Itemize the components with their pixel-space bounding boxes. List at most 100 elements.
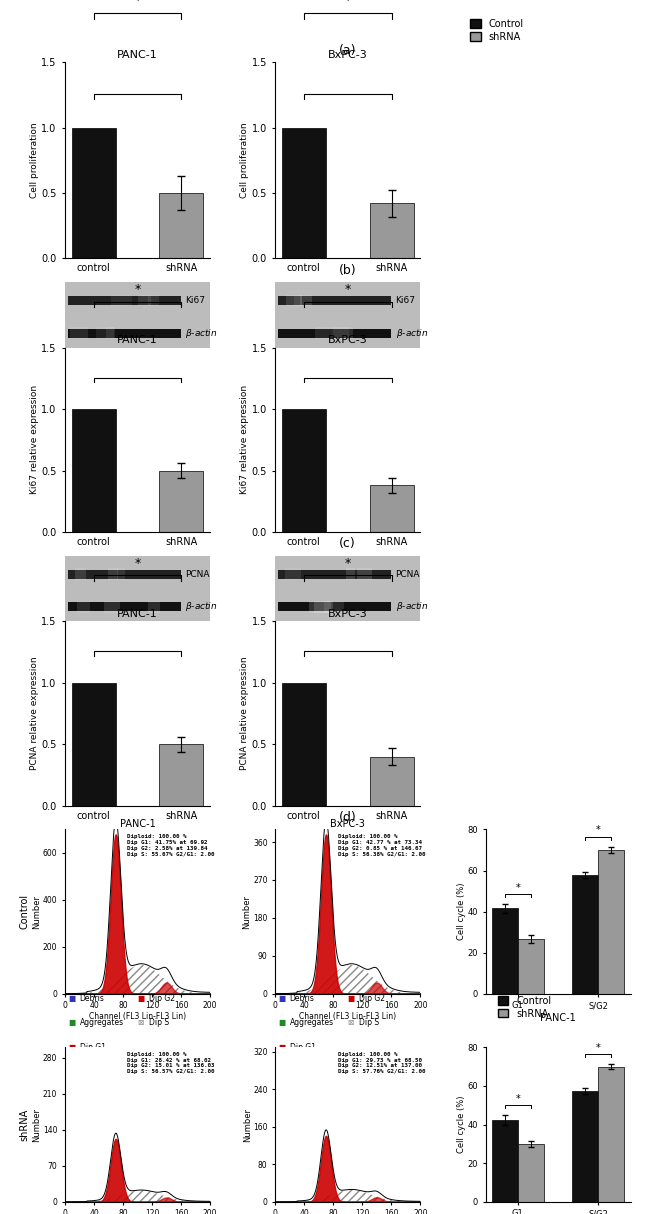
Title: PANC-1: PANC-1 — [117, 609, 158, 619]
Title: PANC-1: PANC-1 — [117, 335, 158, 346]
Bar — [278, 329, 391, 337]
Text: ■: ■ — [278, 993, 285, 1003]
Text: Ki67: Ki67 — [396, 296, 415, 305]
Text: ■: ■ — [278, 1017, 285, 1027]
Bar — [278, 569, 391, 579]
Bar — [68, 296, 181, 305]
Text: (d): (d) — [339, 811, 357, 824]
Text: ⊠: ⊠ — [348, 1017, 354, 1027]
Text: Diploid: 100.00 %
Dip G1: 28.42 % at 68.02
Dip G2: 15.01 % at 136.03
Dip S: 56.5: Diploid: 100.00 % Dip G1: 28.42 % at 68.… — [127, 1051, 215, 1074]
Text: ■: ■ — [348, 993, 355, 1003]
Text: $\beta$-actin: $\beta$-actin — [185, 601, 218, 613]
Legend: Control, shRNA: Control, shRNA — [470, 19, 524, 42]
Text: PCNA: PCNA — [396, 569, 420, 579]
Title: BxPC-3: BxPC-3 — [328, 609, 368, 619]
Bar — [68, 569, 181, 579]
X-axis label: PANC-1: PANC-1 — [540, 1012, 576, 1023]
Bar — [518, 1144, 543, 1202]
Bar — [518, 940, 543, 993]
Bar — [315, 328, 332, 339]
Text: ■: ■ — [278, 1043, 285, 1051]
Text: *: * — [344, 283, 351, 296]
Bar — [278, 296, 391, 305]
Text: *: * — [344, 557, 351, 569]
Text: *: * — [344, 0, 351, 7]
Text: $\beta$-actin: $\beta$-actin — [185, 327, 218, 340]
Bar — [315, 601, 333, 613]
Text: *: * — [515, 883, 520, 892]
Bar — [370, 756, 413, 806]
Bar — [598, 1067, 624, 1202]
Bar — [294, 295, 302, 306]
Text: ■: ■ — [68, 1043, 75, 1051]
Bar — [492, 908, 518, 993]
Bar — [70, 328, 88, 339]
Bar — [333, 328, 349, 339]
Y-axis label: Number: Number — [242, 895, 252, 929]
Bar — [104, 601, 120, 613]
Bar — [75, 568, 86, 580]
Text: Debris: Debris — [79, 993, 105, 1003]
Bar — [138, 295, 151, 306]
Bar — [370, 204, 413, 259]
Y-axis label: Ki67 relative expression: Ki67 relative expression — [29, 385, 38, 494]
X-axis label: Channel (FL3 Lin-FL3 Lin): Channel (FL3 Lin-FL3 Lin) — [299, 1011, 396, 1021]
Text: Debris: Debris — [290, 993, 315, 1003]
Bar — [309, 601, 331, 613]
Bar — [77, 601, 90, 613]
Y-axis label: PCNA relative expression: PCNA relative expression — [29, 657, 38, 771]
Text: (c): (c) — [339, 538, 356, 550]
Text: Dip G2: Dip G2 — [359, 993, 385, 1003]
Y-axis label: Cell proliferation: Cell proliferation — [29, 123, 38, 198]
Text: Dip G1: Dip G1 — [290, 1043, 316, 1051]
Bar — [72, 127, 116, 259]
Text: Dip S: Dip S — [359, 1017, 380, 1027]
Bar — [573, 1090, 598, 1202]
Title: BxPC-3: BxPC-3 — [328, 50, 368, 59]
Bar — [358, 568, 372, 580]
Bar — [324, 601, 344, 613]
Bar — [108, 568, 118, 580]
Y-axis label: Cell proliferation: Cell proliferation — [240, 123, 249, 198]
Bar — [72, 409, 116, 532]
Bar — [111, 295, 132, 306]
Text: Aggregates: Aggregates — [290, 1017, 334, 1027]
Text: ■: ■ — [68, 1017, 75, 1027]
Y-axis label: Cell cycle (%): Cell cycle (%) — [457, 883, 466, 941]
Bar — [148, 601, 160, 613]
Text: Diploid: 100.00 %
Dip G1: 42.77 % at 73.34
Dip G2: 0.85 % at 146.67
Dip S: 56.38: Diploid: 100.00 % Dip G1: 42.77 % at 73.… — [337, 834, 425, 857]
Bar — [282, 682, 326, 806]
Y-axis label: Number: Number — [32, 1107, 42, 1141]
Text: *: * — [596, 1043, 601, 1053]
Bar — [332, 328, 353, 339]
Y-axis label: Cell cycle (%): Cell cycle (%) — [457, 1096, 466, 1153]
Text: $\beta$-actin: $\beta$-actin — [396, 327, 428, 340]
Bar — [159, 744, 203, 806]
Text: ⊠: ⊠ — [138, 1017, 144, 1027]
Text: $\beta$-actin: $\beta$-actin — [396, 601, 428, 613]
Bar — [285, 568, 301, 580]
Text: Dip S: Dip S — [149, 1017, 169, 1027]
Text: PCNA: PCNA — [185, 569, 210, 579]
Text: *: * — [135, 283, 140, 296]
Text: *: * — [135, 0, 140, 7]
Y-axis label: Number: Number — [242, 1107, 252, 1141]
Text: (b): (b) — [339, 263, 357, 277]
Text: ■: ■ — [138, 993, 145, 1003]
Bar — [148, 295, 159, 306]
Text: Dip G1: Dip G1 — [79, 1043, 105, 1051]
Title: PANC-1: PANC-1 — [117, 50, 158, 59]
Text: (a): (a) — [339, 44, 356, 57]
Bar — [106, 328, 115, 339]
Bar — [68, 602, 181, 612]
Text: shRNA: shRNA — [20, 1108, 29, 1141]
Bar — [72, 682, 116, 806]
Text: Dip G2: Dip G2 — [149, 993, 175, 1003]
Text: ■: ■ — [68, 993, 75, 1003]
Text: Ki67: Ki67 — [185, 296, 205, 305]
Bar — [598, 850, 624, 993]
Text: *: * — [515, 1094, 520, 1104]
Text: Diploid: 100.00 %
Dip G1: 41.75% at 69.92
Dip G2: 2.58% at 139.84
Dip S: 55.67% : Diploid: 100.00 % Dip G1: 41.75% at 69.9… — [127, 834, 215, 857]
Bar — [492, 1119, 518, 1202]
X-axis label: Channel (FL3 Lin-FL3 Lin): Channel (FL3 Lin-FL3 Lin) — [89, 1011, 186, 1021]
